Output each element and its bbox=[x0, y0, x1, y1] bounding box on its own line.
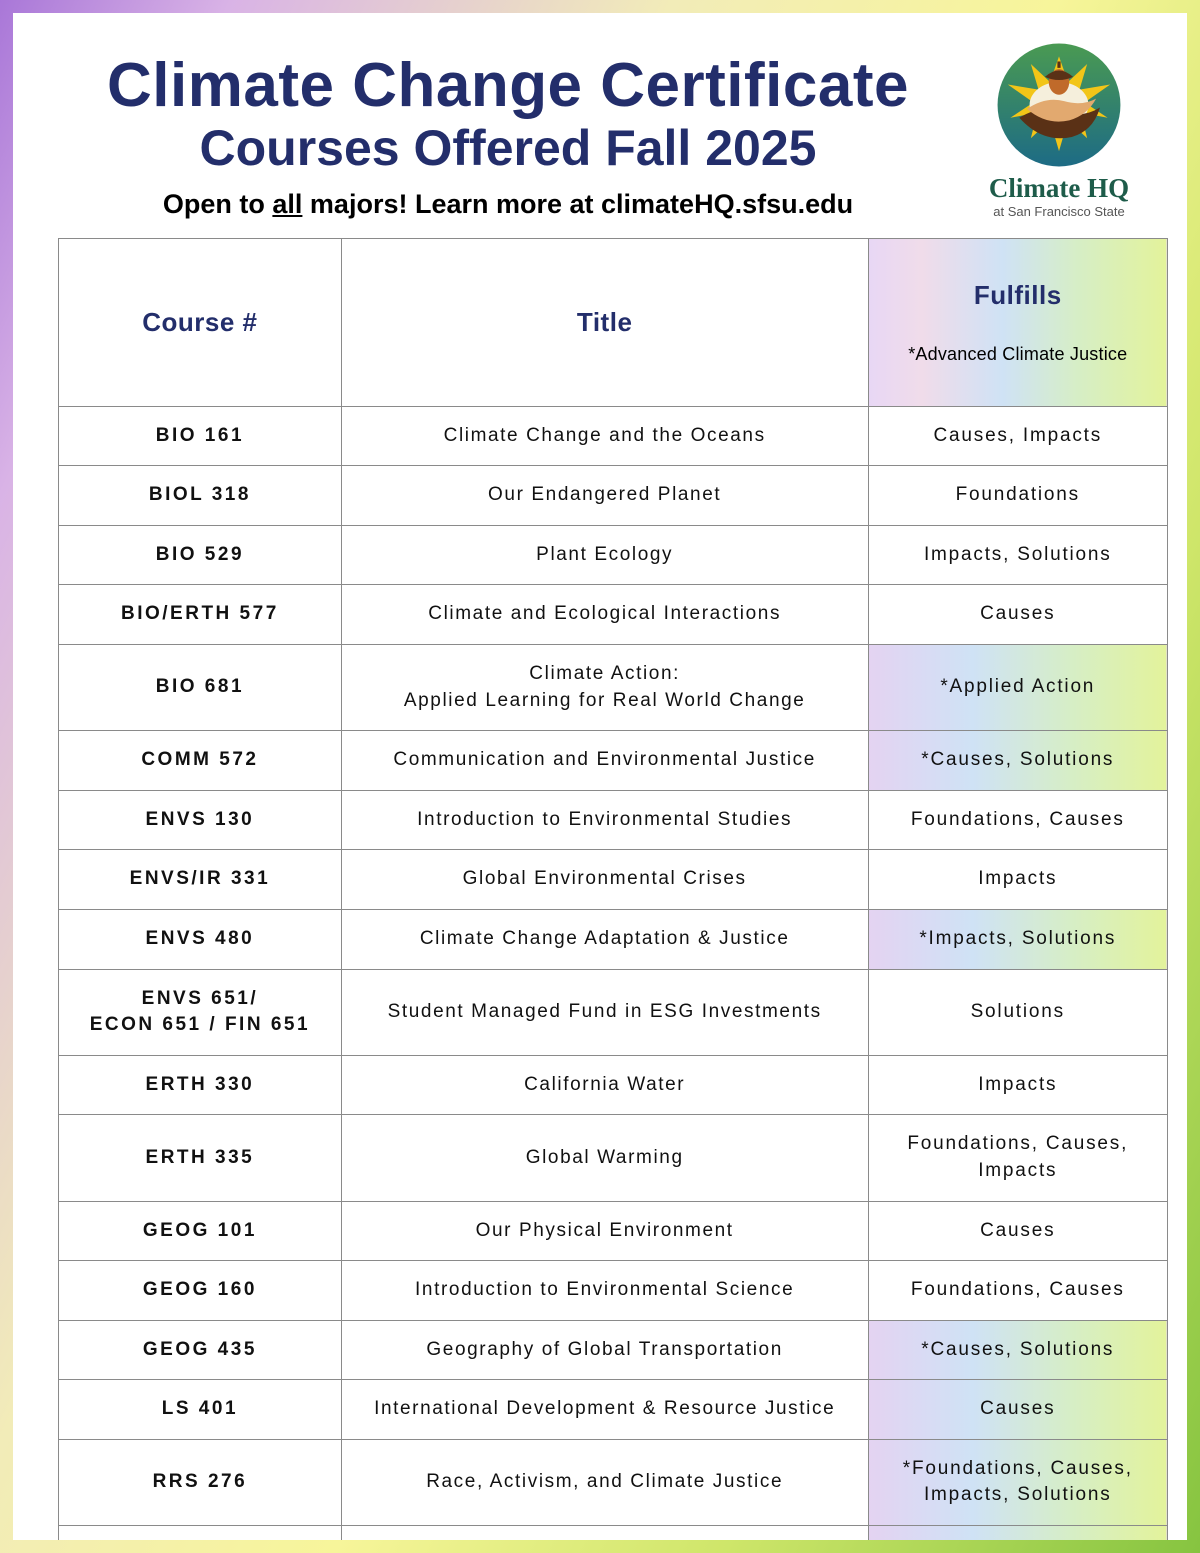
header-fulfills: Fulfills *Advanced Climate Justice bbox=[867, 237, 1169, 407]
fulfills-cell: Impacts bbox=[867, 1054, 1169, 1116]
fulfills-cell: Foundations, Causes bbox=[867, 1260, 1169, 1321]
fulfills-cell: Impacts bbox=[867, 849, 1169, 910]
fulfills-cell: Solutions bbox=[867, 968, 1169, 1056]
fulfills-cell: *Impacts, Solutions bbox=[867, 908, 1169, 970]
fulfills-cell: Causes, Impacts bbox=[867, 405, 1169, 467]
fulfills-cell: Foundations bbox=[867, 465, 1169, 526]
logo-tagline: at San Francisco State bbox=[993, 204, 1125, 219]
course-title-cell: California Water bbox=[340, 1054, 869, 1116]
table-row: ENVS 130 Introduction to Environmental S… bbox=[58, 789, 1169, 851]
subtitle: Open to all majors! Learn more at climat… bbox=[58, 189, 958, 220]
table-row: ERTH 330 California Water Impacts bbox=[58, 1054, 1169, 1116]
course-number-cell: BIO 529 bbox=[58, 524, 342, 586]
course-title-cell: Global Warming bbox=[340, 1114, 869, 1202]
course-title-cell: Plant Ecology bbox=[340, 524, 869, 586]
course-title-cell: International Development & Resource Jus… bbox=[340, 1379, 869, 1440]
course-title-cell: Race, Activism, and Climate Justice bbox=[340, 1438, 869, 1527]
course-title-cell: Student Managed Fund in ESG Investments bbox=[340, 968, 869, 1056]
course-number-cell: GEOG 160 bbox=[58, 1260, 342, 1321]
course-title-cell: Introduction to Environmental Studies bbox=[340, 789, 869, 851]
fulfills-cell: Foundations, Causes bbox=[867, 789, 1169, 851]
course-title-cell: Geography of Global Transportation bbox=[340, 1319, 869, 1381]
course-number-cell: COMM 572 bbox=[58, 730, 342, 791]
table-row: BIO 529 Plant Ecology Impacts, Solutions bbox=[58, 524, 1169, 586]
fulfills-cell: Causes bbox=[867, 1200, 1169, 1262]
table-row: ENVS/IR 331 Global Environmental Crises … bbox=[58, 849, 1169, 910]
header-course-number: Course # bbox=[58, 237, 342, 407]
table-row: BIO/ERTH 577 Climate and Ecological Inte… bbox=[58, 584, 1169, 645]
subtitle-underlined-word: all bbox=[272, 188, 303, 219]
course-number-cell: ENVS 130 bbox=[58, 789, 342, 851]
course-title-cell: Climate Action: Applied Learning for Rea… bbox=[340, 643, 869, 732]
fulfills-cell: Causes bbox=[867, 584, 1169, 645]
table-row: LS 401 International Development & Resou… bbox=[58, 1379, 1169, 1440]
table-row: ENVS 480 Climate Change Adaptation & Jus… bbox=[58, 908, 1169, 970]
course-title-cell: Our Endangered Planet bbox=[340, 465, 869, 526]
course-number-cell: BIO/ERTH 577 bbox=[58, 584, 342, 645]
course-number-cell: USP 515 / GEOG 667 bbox=[58, 1525, 342, 1540]
course-title-cell: Enviro Justice: Race, Poverty, & Environ… bbox=[340, 1525, 869, 1540]
logo-wordmark: Climate HQ bbox=[988, 173, 1130, 203]
course-number-cell: ERTH 335 bbox=[58, 1114, 342, 1202]
fulfills-cell: Impacts, Solutions bbox=[867, 524, 1169, 586]
table-row: ENVS 651/ ECON 651 / FIN 651 Student Man… bbox=[58, 968, 1169, 1056]
table-row: BIO 681 Climate Action: Applied Learning… bbox=[58, 643, 1169, 732]
table-row: GEOG 160 Introduction to Environmental S… bbox=[58, 1260, 1169, 1321]
fulfills-cell: *Applied Action bbox=[867, 643, 1169, 732]
course-title-cell: Global Environmental Crises bbox=[340, 849, 869, 910]
flyer-page: Climate HQ at San Francisco State Climat… bbox=[13, 13, 1187, 1540]
header-fulfills-note: *Advanced Climate Justice bbox=[908, 343, 1128, 364]
fulfills-cell: *Foundations, Causes, Impacts, Solutions bbox=[867, 1438, 1169, 1527]
course-title-cell: Introduction to Environmental Science bbox=[340, 1260, 869, 1321]
subtitle-suffix: majors! Learn more at climateHQ.sfsu.edu bbox=[302, 188, 854, 219]
table-row: COMM 572 Communication and Environmental… bbox=[58, 730, 1169, 791]
table-row: GEOG 101 Our Physical Environment Causes bbox=[58, 1200, 1169, 1262]
fulfills-cell: *Solutions bbox=[867, 1525, 1169, 1540]
course-title-cell: Climate Change Adaptation & Justice bbox=[340, 908, 869, 970]
subtitle-prefix: Open to bbox=[162, 188, 273, 219]
table-row: BIOL 318 Our Endangered Planet Foundatio… bbox=[58, 465, 1169, 526]
course-number-cell: GEOG 101 bbox=[58, 1200, 342, 1262]
page-title-line2: Courses Offered Fall 2025 bbox=[199, 120, 817, 177]
fulfills-cell: Causes bbox=[867, 1379, 1169, 1440]
course-number-cell: BIO 161 bbox=[58, 405, 342, 467]
acorn-in-hands-sunburst-icon bbox=[997, 43, 1121, 167]
header-title: Title bbox=[340, 237, 869, 407]
course-title-cell: Climate and Ecological Interactions bbox=[340, 584, 869, 645]
course-table-body: BIO 161 Climate Change and the Oceans Ca… bbox=[58, 405, 1169, 1540]
course-number-cell: ENVS 651/ ECON 651 / FIN 651 bbox=[58, 968, 342, 1056]
flyer-header: Climate Change Certificate Courses Offer… bbox=[58, 53, 958, 220]
course-number-cell: GEOG 435 bbox=[58, 1319, 342, 1381]
table-header-row: Course # Title Fulfills *Advanced Climat… bbox=[58, 237, 1169, 407]
course-number-cell: ERTH 330 bbox=[58, 1054, 342, 1116]
table-row: ERTH 335 Global Warming Foundations, Cau… bbox=[58, 1114, 1169, 1202]
course-number-cell: RRS 276 bbox=[58, 1438, 342, 1527]
course-number-cell: BIOL 318 bbox=[58, 465, 342, 526]
header-fulfills-label: Fulfills bbox=[973, 279, 1062, 310]
table-row: USP 515 / GEOG 667 Enviro Justice: Race,… bbox=[58, 1525, 1169, 1540]
table-row: RRS 276 Race, Activism, and Climate Just… bbox=[58, 1438, 1169, 1527]
course-number-cell: ENVS/IR 331 bbox=[58, 849, 342, 910]
table-row: BIO 161 Climate Change and the Oceans Ca… bbox=[58, 405, 1169, 467]
page-title-line1: Climate Change Certificate bbox=[107, 51, 909, 120]
fulfills-cell: Foundations, Causes, Impacts bbox=[867, 1114, 1169, 1202]
course-table: Course # Title Fulfills *Advanced Climat… bbox=[58, 237, 1169, 1540]
course-title-cell: Climate Change and the Oceans bbox=[340, 405, 869, 467]
course-title-cell: Communication and Environmental Justice bbox=[340, 730, 869, 791]
course-title-cell: Our Physical Environment bbox=[340, 1200, 869, 1262]
climate-hq-logo: Climate HQ at San Francisco State bbox=[969, 41, 1149, 219]
course-number-cell: BIO 681 bbox=[58, 643, 342, 732]
course-number-cell: ENVS 480 bbox=[58, 908, 342, 970]
fulfills-cell: *Causes, Solutions bbox=[867, 730, 1169, 791]
table-row: GEOG 435 Geography of Global Transportat… bbox=[58, 1319, 1169, 1381]
fulfills-cell: *Causes, Solutions bbox=[867, 1319, 1169, 1381]
course-number-cell: LS 401 bbox=[58, 1379, 342, 1440]
